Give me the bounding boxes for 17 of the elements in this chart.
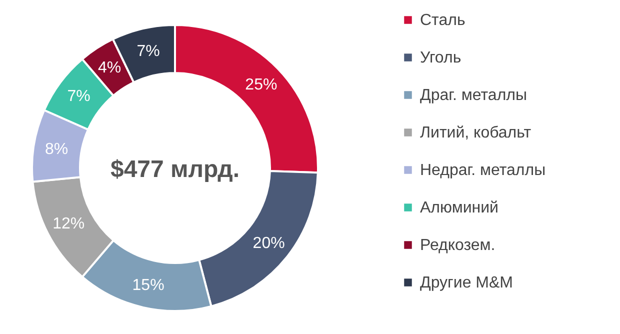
legend-label: Недраг. металлы: [420, 162, 546, 179]
legend-label: Редкозем.: [420, 237, 496, 254]
data-label: 12%: [52, 216, 85, 233]
legend-label: Литий, кобальт: [420, 124, 532, 142]
text: $477 млрд.: [110, 156, 240, 183]
legend-label: Сталь: [420, 12, 466, 29]
data-label: 7%: [67, 88, 90, 106]
legend-label: Драг. металлы: [420, 87, 527, 104]
data-label: 4%: [98, 59, 122, 76]
data-label: 7%: [136, 43, 160, 60]
data-label: 15%: [132, 276, 164, 294]
legend-label: Уголь: [420, 50, 462, 66]
data-label: 20%: [252, 234, 285, 252]
data-label: 25%: [245, 76, 278, 94]
data-label: 8%: [44, 140, 68, 158]
legend-label: Алюминий: [420, 200, 498, 216]
legend-label: Другие M&M: [420, 274, 513, 292]
